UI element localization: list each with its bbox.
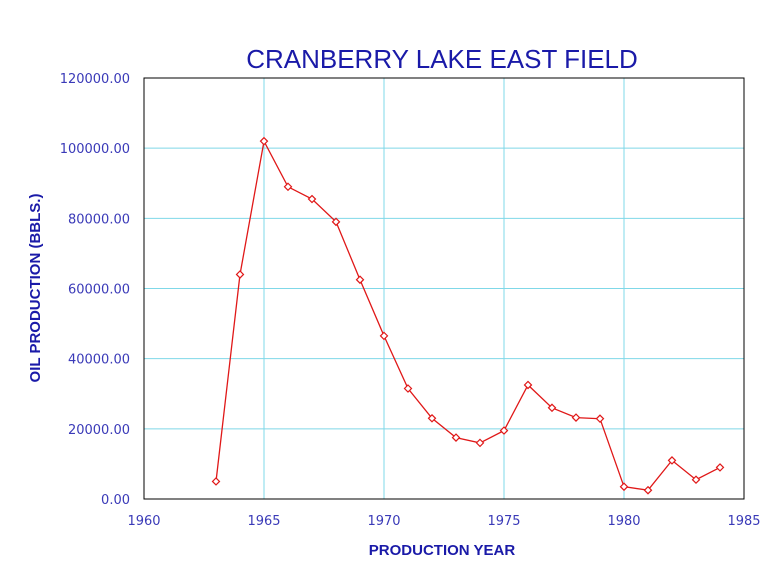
series-line	[215, 139, 721, 491]
y-tick-label: 100000.00	[60, 142, 130, 157]
y-axis: 0.00 20000.00 40000.00 60000.00 80000.00 1000…	[60, 72, 130, 508]
x-tick-label: 1980	[607, 514, 640, 529]
series-group	[211, 136, 725, 495]
data-point	[619, 482, 629, 492]
data-point	[691, 475, 701, 485]
data-point	[547, 403, 557, 413]
data-point	[307, 194, 317, 204]
data-point	[475, 438, 485, 448]
grid	[144, 78, 744, 499]
x-tick-label: 1975	[487, 514, 520, 529]
data-point	[211, 477, 221, 486]
data-point	[451, 433, 461, 442]
x-axis-label: PRODUCTION YEAR	[369, 542, 516, 559]
x-tick-label: 1965	[247, 514, 280, 529]
data-point	[283, 182, 293, 192]
data-point	[715, 463, 725, 472]
y-tick-label: 40000.00	[68, 353, 130, 368]
x-tick-label: 1960	[127, 514, 160, 529]
data-point	[667, 456, 677, 465]
y-tick-label: 0.00	[101, 493, 130, 508]
x-axis: 1960 1965 1970 1975 1980 1985	[127, 514, 760, 529]
data-point	[379, 331, 389, 341]
data-point	[355, 275, 365, 285]
y-tick-label: 80000.00	[68, 212, 130, 227]
data-point	[523, 380, 533, 390]
data-point	[427, 413, 437, 423]
data-point	[643, 485, 653, 495]
y-tick-label: 60000.00	[68, 283, 130, 298]
data-point	[259, 136, 269, 146]
plot-frame	[143, 77, 745, 500]
y-tick-label: 20000.00	[68, 423, 130, 438]
y-axis-label: OIL PRODUCTION (BBLS.)	[27, 194, 44, 383]
chart-title: CRANBERRY LAKE EAST FIELD	[246, 44, 638, 74]
x-tick-label: 1985	[727, 514, 760, 529]
data-point	[331, 217, 341, 227]
data-point	[235, 270, 245, 279]
data-point	[499, 426, 509, 435]
data-point	[595, 414, 605, 424]
x-tick-label: 1970	[367, 514, 400, 529]
y-tick-label: 120000.00	[60, 72, 130, 87]
data-point	[403, 384, 413, 393]
data-point	[571, 413, 581, 422]
